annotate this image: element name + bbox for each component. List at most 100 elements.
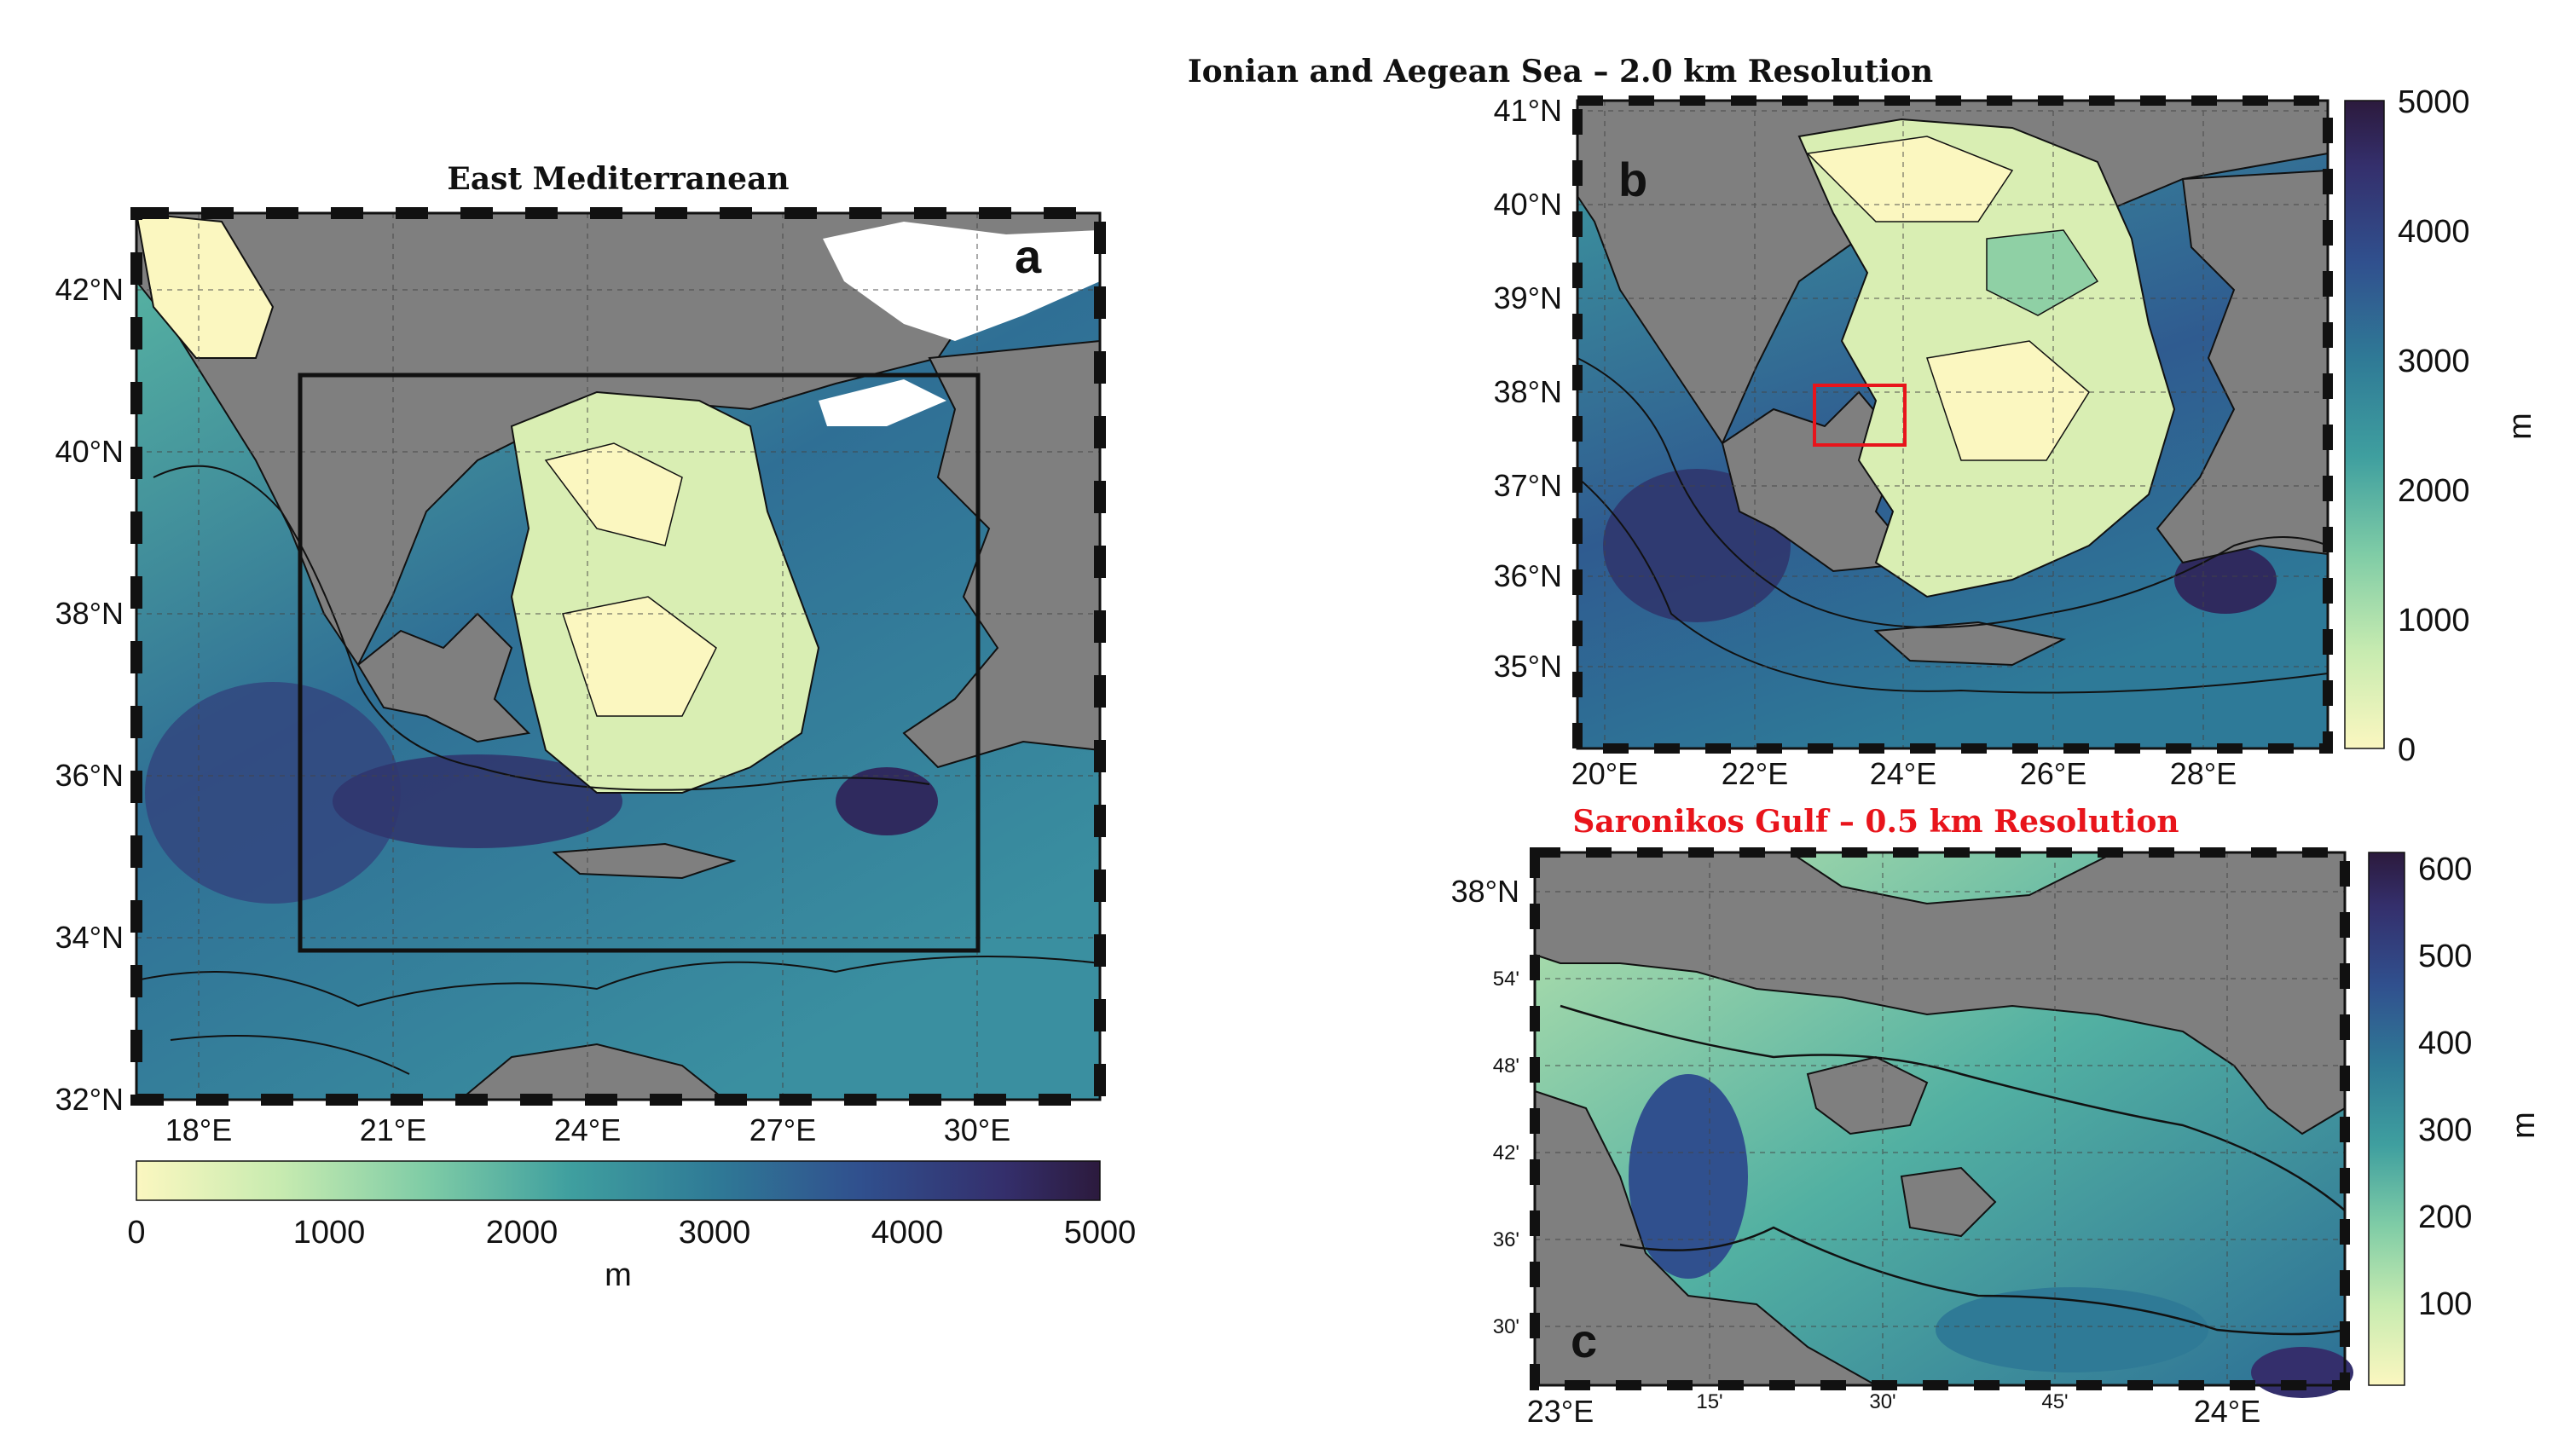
panel-a-frame-ticks xyxy=(130,207,1106,1106)
panel-a-ionian-basin xyxy=(145,682,401,904)
panel-c-contour xyxy=(1560,1004,2346,1211)
panel-b-colorbar-tick: 4000 xyxy=(2398,214,2470,250)
panel-a-lon-tick: 30°E xyxy=(944,1112,1010,1147)
panel-b-contour xyxy=(1577,357,2329,628)
panel-c-letter: c xyxy=(1571,1314,1597,1367)
panel-b-lat-tick: 35°N xyxy=(1494,649,1562,684)
panel-a-lon-tick: 24°E xyxy=(554,1112,621,1147)
panel-a-lat-tick: 36°N xyxy=(55,758,124,793)
panel-a-colorbar-tick: 4000 xyxy=(871,1215,944,1251)
panel-c-lat-tick: 54' xyxy=(1493,968,1519,991)
panel-b-lat-labels: 41°N 40°N 39°N 38°N 37°N 36°N 35°N xyxy=(1494,93,1562,684)
panel-c-colorbar-tick: 200 xyxy=(2418,1199,2472,1235)
panel-a-cyclades-shallow xyxy=(562,596,717,717)
panel-a-lon-labels: 18°E 21°E 24°E 27°E 30°E xyxy=(165,1112,1010,1147)
panel-c-colorbar-tick: 500 xyxy=(2418,939,2472,974)
panel-c-aegina xyxy=(1900,1166,1997,1238)
panel-c-contour xyxy=(1619,1226,2346,1336)
panel-b-lat-tick: 40°N xyxy=(1494,187,1562,222)
panel-c-lon-tick: 15' xyxy=(1696,1390,1722,1413)
panel-a-lon-tick: 27°E xyxy=(749,1112,816,1147)
panel-c-title: Saronikos Gulf – 0.5 km Resolution xyxy=(1572,804,2179,840)
panel-a-title: East Mediterranean xyxy=(447,161,789,197)
panel-c-colorbar-tick: 400 xyxy=(2418,1026,2472,1061)
panel-a-peloponnese xyxy=(356,612,531,743)
panel-a-contour xyxy=(153,465,930,791)
panel-a-colorbar-gradient xyxy=(136,1160,1101,1201)
panel-a-black-sea xyxy=(823,222,1100,341)
panel-b-colorbar-gradient xyxy=(2344,100,2385,749)
panel-a-north-aegean-shallow xyxy=(544,442,683,546)
panel-c-lat-tick: 30' xyxy=(1493,1315,1519,1338)
panel-c-colorbar-tick: 100 xyxy=(2418,1286,2472,1322)
panel-a-lon-tick: 21°E xyxy=(360,1112,426,1147)
panel-a-map: a xyxy=(130,207,1106,1106)
panel-b-lon-tick: 26°E xyxy=(2020,756,2086,791)
panel-b-crete xyxy=(1873,621,2067,667)
panel-c-southern-deep xyxy=(1936,1287,2208,1372)
panel-a-lat-tick: 34°N xyxy=(55,920,124,955)
panel-c-colorbar-tick: 300 xyxy=(2418,1112,2472,1148)
panel-b-colorbar-tick: 2000 xyxy=(2398,473,2470,509)
panel-b-north-aegean-shallow xyxy=(1806,136,2014,222)
panel-c: Saronikos Gulf – 0.5 km Resolution xyxy=(1451,804,2542,1429)
panel-b-lon-tick: 24°E xyxy=(1870,756,1936,791)
panel-a-contour xyxy=(136,956,1101,1008)
panel-b-lon-labels: 20°E 22°E 24°E 26°E 28°E xyxy=(1571,756,2237,791)
panel-a-gridlines xyxy=(136,213,1100,1100)
panel-c-lat-tick: 38°N xyxy=(1451,874,1519,909)
panel-a-lat-tick: 42°N xyxy=(55,272,124,307)
panel-a-adriatic-shelf xyxy=(135,211,275,359)
panel-b-colorbar-tick: 3000 xyxy=(2398,344,2470,379)
panel-b-lat-tick: 39°N xyxy=(1494,280,1562,315)
panel-b-cyclades-shallow xyxy=(1926,340,2090,461)
panel-b-contour xyxy=(1577,477,2329,694)
panel-c-map: c xyxy=(1530,847,2353,1398)
panel-c-lon-tick: 45' xyxy=(2041,1390,2068,1413)
panel-a-colorbar-tick: 5000 xyxy=(1064,1215,1137,1251)
panel-c-lon-labels: 23°E 15' 30' 45' 24°E xyxy=(1527,1390,2260,1429)
panel-b-lat-tick: 38°N xyxy=(1494,374,1562,409)
panel-b-colorbar: 5000 4000 3000 2000 1000 0 m xyxy=(2344,84,2538,768)
panel-a-colorbar-unit: m xyxy=(605,1257,632,1293)
panel-a-crete xyxy=(552,842,737,880)
panel-a-domain-box xyxy=(298,373,981,953)
panel-b-gridlines xyxy=(1577,101,2328,748)
panel-b-colorbar-unit: m xyxy=(2503,413,2538,440)
panel-b-colorbar-tick: 1000 xyxy=(2398,603,2470,638)
panel-b-colorbar-ticks: 5000 4000 3000 2000 1000 0 xyxy=(2398,84,2470,768)
panel-a-contour xyxy=(170,1035,410,1075)
panel-b-colorbar-tick: 5000 xyxy=(2398,84,2470,120)
panel-b-map: b xyxy=(1572,95,2333,754)
panel-c-lat-tick: 36' xyxy=(1493,1228,1519,1251)
panel-b-rhodes-basin xyxy=(2174,546,2277,614)
panel-a-lat-tick: 38°N xyxy=(55,596,124,631)
panel-b-title: Ionian and Aegean Sea – 2.0 km Resolutio… xyxy=(1188,54,1933,90)
panel-a-lon-tick: 18°E xyxy=(165,1112,232,1147)
panel-b-lon-tick: 22°E xyxy=(1722,756,1788,791)
panel-b-lat-tick: 36°N xyxy=(1494,558,1562,593)
panel-a-lat-labels: 42°N 40°N 38°N 36°N 34°N 32°N xyxy=(55,272,124,1117)
panel-c-colorbar-tick: 600 xyxy=(2418,852,2472,887)
panel-a-colorbar-ticks: 0 1000 2000 3000 4000 5000 xyxy=(127,1215,1136,1251)
panel-a-marmara-sea xyxy=(819,379,946,426)
panel-c-lat-tick: 48' xyxy=(1493,1054,1519,1078)
panel-c-lat-tick: 42' xyxy=(1493,1141,1519,1164)
panel-a-rhodes-basin xyxy=(836,767,938,835)
panel-b-lon-tick: 20°E xyxy=(1571,756,1638,791)
panel-a-hellenic-trench xyxy=(333,754,622,848)
panel-c-frame-ticks xyxy=(1530,847,2350,1390)
panel-c-lat-labels: 38°N 54' 48' 42' 36' 30' xyxy=(1451,874,1519,1338)
panel-a-colorbar: 0 1000 2000 3000 4000 5000 m xyxy=(127,1160,1136,1293)
panel-b: Ionian and Aegean Sea – 2.0 km Resolutio… xyxy=(1188,54,2538,791)
panel-b-greece-mainland xyxy=(1577,100,2329,446)
panel-a-lat-tick: 40°N xyxy=(55,434,124,469)
panel-c-colorbar-ticks: 600 500 400 300 200 100 xyxy=(2418,852,2472,1322)
panel-c-lon-tick: 30' xyxy=(1869,1390,1895,1413)
panel-c-attica-corinthia xyxy=(1534,852,2346,1135)
panel-b-lon-tick: 28°E xyxy=(2170,756,2237,791)
panel-b-frame-ticks xyxy=(1572,95,2333,754)
panel-b-central-aegean xyxy=(1986,229,2099,316)
panel-a-lat-tick: 32°N xyxy=(55,1082,124,1117)
